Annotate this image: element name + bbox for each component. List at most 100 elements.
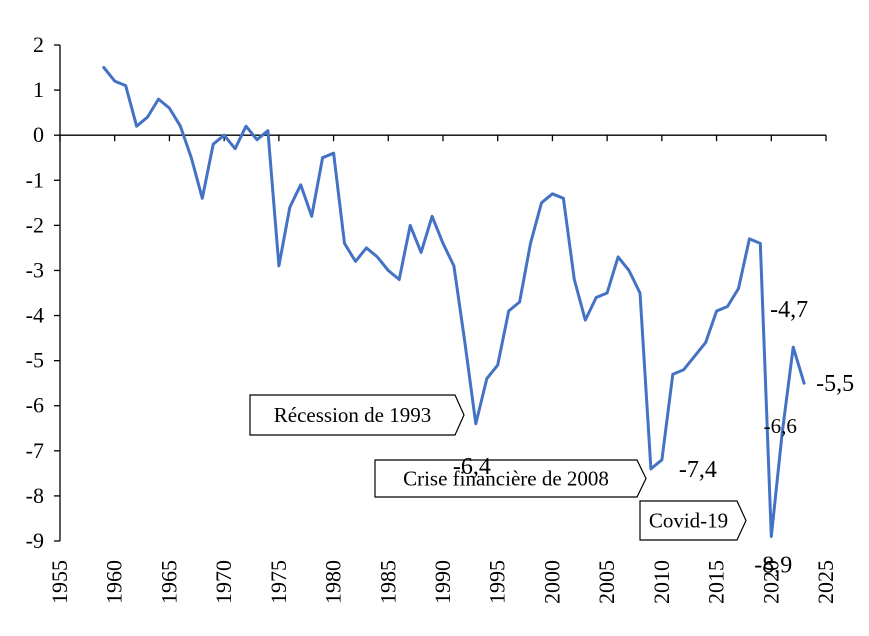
callout-box bbox=[639, 500, 747, 541]
series-point bbox=[212, 143, 215, 146]
y-tick-label: -2 bbox=[26, 212, 44, 237]
x-tick-label: 1995 bbox=[485, 560, 510, 604]
series-point bbox=[704, 341, 707, 344]
data-labels: -6,4 -7,4 -8,9 -6,6 -4,7 -5,5 bbox=[453, 297, 854, 578]
series-point bbox=[759, 242, 762, 245]
y-tick-label: 1 bbox=[33, 77, 44, 102]
data-label: -6,4 bbox=[453, 454, 491, 480]
series-point bbox=[168, 106, 171, 110]
series-point bbox=[562, 197, 565, 200]
y-tick-label: -4 bbox=[26, 303, 44, 328]
callout-label: Récession de 1993 bbox=[274, 403, 431, 427]
series-point bbox=[605, 291, 609, 295]
series-point bbox=[638, 291, 642, 295]
series-point bbox=[452, 264, 456, 268]
series-point bbox=[682, 368, 685, 371]
series-point bbox=[190, 156, 193, 159]
series-point bbox=[299, 183, 302, 186]
y-tick-label: -3 bbox=[26, 257, 44, 282]
y-tick-label: -6 bbox=[26, 393, 44, 418]
series-point bbox=[781, 431, 784, 434]
series-point bbox=[288, 206, 291, 209]
y-axis-ticks: 2 1 0 -1 -2 -3 -4 -5 -6 -7 -8 -9 bbox=[26, 32, 60, 553]
series-point bbox=[419, 251, 423, 254]
series-point bbox=[266, 129, 270, 132]
series-point bbox=[233, 147, 237, 150]
series-point bbox=[244, 124, 248, 128]
series-points bbox=[102, 66, 806, 538]
series-point bbox=[146, 115, 149, 119]
series-point bbox=[496, 363, 499, 367]
series-point bbox=[387, 269, 390, 272]
series-point bbox=[726, 305, 729, 308]
series-point bbox=[201, 197, 204, 200]
y-tick-label: 2 bbox=[33, 32, 44, 57]
series-point bbox=[408, 224, 412, 227]
series-point bbox=[124, 84, 127, 87]
series-point bbox=[277, 264, 281, 268]
series-point bbox=[595, 296, 598, 299]
callout-label: Crise financière de 2008 bbox=[403, 467, 609, 491]
annotation-callout: Covid-19 bbox=[639, 500, 747, 541]
x-tick-label: 2000 bbox=[539, 560, 564, 604]
x-tick-label: 2005 bbox=[594, 560, 619, 604]
series-point bbox=[584, 318, 587, 322]
series-point bbox=[332, 152, 335, 155]
series-point bbox=[474, 422, 478, 425]
x-tick-label: 2015 bbox=[704, 560, 729, 604]
series-point bbox=[376, 255, 379, 259]
series-point bbox=[660, 458, 664, 462]
series-point bbox=[485, 377, 488, 380]
series-point bbox=[770, 535, 773, 538]
x-tick-label: 2020 bbox=[758, 560, 783, 604]
series-point bbox=[441, 242, 445, 245]
series-point bbox=[255, 138, 259, 141]
series-point bbox=[113, 79, 116, 83]
series-point bbox=[802, 381, 806, 385]
y-tick-label: -8 bbox=[26, 483, 44, 508]
callout-box bbox=[249, 394, 465, 436]
x-tick-label: 1990 bbox=[430, 560, 455, 604]
series-point bbox=[551, 192, 554, 195]
data-label: -8,9 bbox=[754, 552, 792, 578]
series-point bbox=[671, 372, 674, 376]
y-tick-label: -1 bbox=[26, 167, 44, 192]
x-tick-label: 1960 bbox=[102, 560, 127, 604]
series-point bbox=[748, 237, 751, 241]
x-tick-label: 2010 bbox=[649, 560, 674, 604]
series-point bbox=[693, 354, 696, 358]
annotation-callout: Crise financière de 2008 bbox=[374, 459, 647, 498]
y-tick-label: -7 bbox=[26, 438, 44, 463]
series-point bbox=[791, 345, 795, 349]
x-tick-label: 1955 bbox=[47, 560, 72, 604]
x-tick-label: 1975 bbox=[266, 560, 291, 604]
data-label: -7,4 bbox=[679, 457, 717, 483]
series-point bbox=[354, 260, 357, 263]
x-tick-label: 1980 bbox=[321, 560, 346, 604]
series-point bbox=[507, 309, 510, 313]
series-point bbox=[518, 300, 521, 304]
series-point bbox=[616, 255, 620, 259]
series-point bbox=[627, 269, 631, 272]
series-point bbox=[135, 124, 138, 128]
y-tick-label: -9 bbox=[26, 528, 44, 553]
y-tick-label: 0 bbox=[33, 122, 44, 147]
series-point bbox=[365, 246, 368, 250]
x-axis-ticks: 1955 1960 1965 1970 1975 1980 1985 1990 1995 2000… bbox=[47, 135, 838, 604]
series-point bbox=[343, 242, 346, 245]
series-point bbox=[649, 467, 653, 471]
series-point bbox=[102, 66, 105, 69]
data-label: -6,6 bbox=[764, 414, 797, 438]
series-point bbox=[573, 278, 576, 281]
callout-box bbox=[374, 459, 647, 498]
data-label: -4,7 bbox=[770, 297, 808, 323]
series-point bbox=[310, 215, 313, 218]
annotation-callouts: Récession de 1993 Crise financière de 200… bbox=[249, 394, 747, 541]
series-point bbox=[430, 215, 434, 218]
x-tick-label: 1970 bbox=[211, 560, 236, 604]
series-point bbox=[179, 124, 182, 128]
data-label: -5,5 bbox=[816, 371, 854, 397]
series-point bbox=[321, 156, 324, 159]
series-point bbox=[157, 97, 160, 101]
